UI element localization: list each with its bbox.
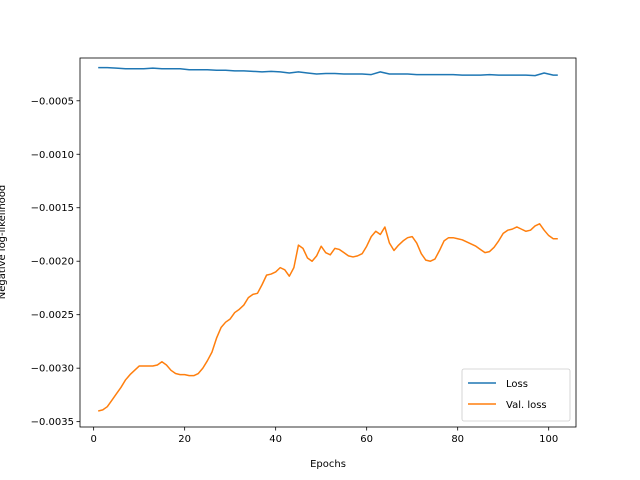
x-tick-label: 80 <box>451 434 464 445</box>
series-line-0 <box>98 66 558 77</box>
y-tick-label: −0.0020 <box>31 257 74 268</box>
y-axis-label: Negative log-likelihood <box>0 185 8 300</box>
y-axis: −0.0005 −0.0010 −0.0015 −0.0020 −0.0025 −0.00… <box>31 96 80 428</box>
x-tick-label: 20 <box>178 434 191 445</box>
legend-box <box>461 368 571 422</box>
legend-label-1: Val. loss <box>506 400 547 411</box>
y-tick-label: −0.0005 <box>31 96 74 107</box>
x-axis-label: Epochs <box>310 459 346 470</box>
legend-label-0: Loss <box>506 379 528 390</box>
axes-frame <box>79 57 577 428</box>
y-tick-label: −0.0030 <box>31 364 74 375</box>
x-tick-label: 0 <box>90 434 96 445</box>
x-tick-label: 60 <box>360 434 373 445</box>
x-axis: 0 20 40 60 80 100 <box>90 427 558 445</box>
legend: Loss Val. loss <box>461 368 571 422</box>
y-tick-label: −0.0025 <box>31 310 74 321</box>
y-tick-label: −0.0035 <box>31 417 74 428</box>
series-line-1 <box>98 223 558 412</box>
y-tick-label: −0.0010 <box>31 150 74 161</box>
y-tick-label: −0.0015 <box>31 203 74 214</box>
x-tick-label: 40 <box>269 434 282 445</box>
series-layer <box>98 66 558 412</box>
x-tick-label: 100 <box>539 434 558 445</box>
